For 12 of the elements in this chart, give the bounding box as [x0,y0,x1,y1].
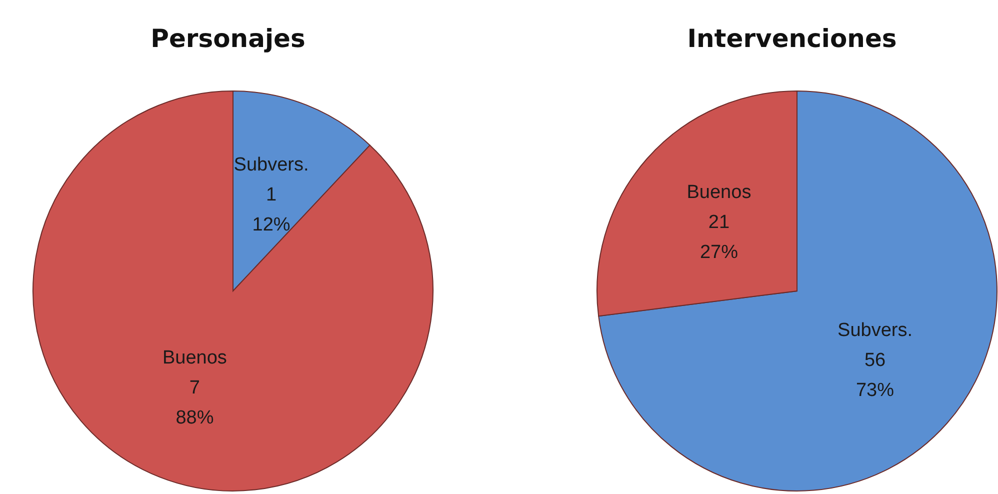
slice-label: Subvers. [234,154,309,175]
slice-label: Buenos [162,347,227,368]
data-label: 1 12% [252,184,290,235]
data-label: 56 73% [856,349,894,400]
data-label: 7 88% [176,377,214,428]
slice-label: Buenos [686,182,752,203]
chart-title: Intervenciones [686,24,898,53]
data-label: 21 27% [700,212,738,263]
pie-slice [32,90,434,492]
pie-slice [598,90,998,492]
slice-label: Subvers. [838,319,913,340]
chart-title: Personajes [150,24,306,53]
